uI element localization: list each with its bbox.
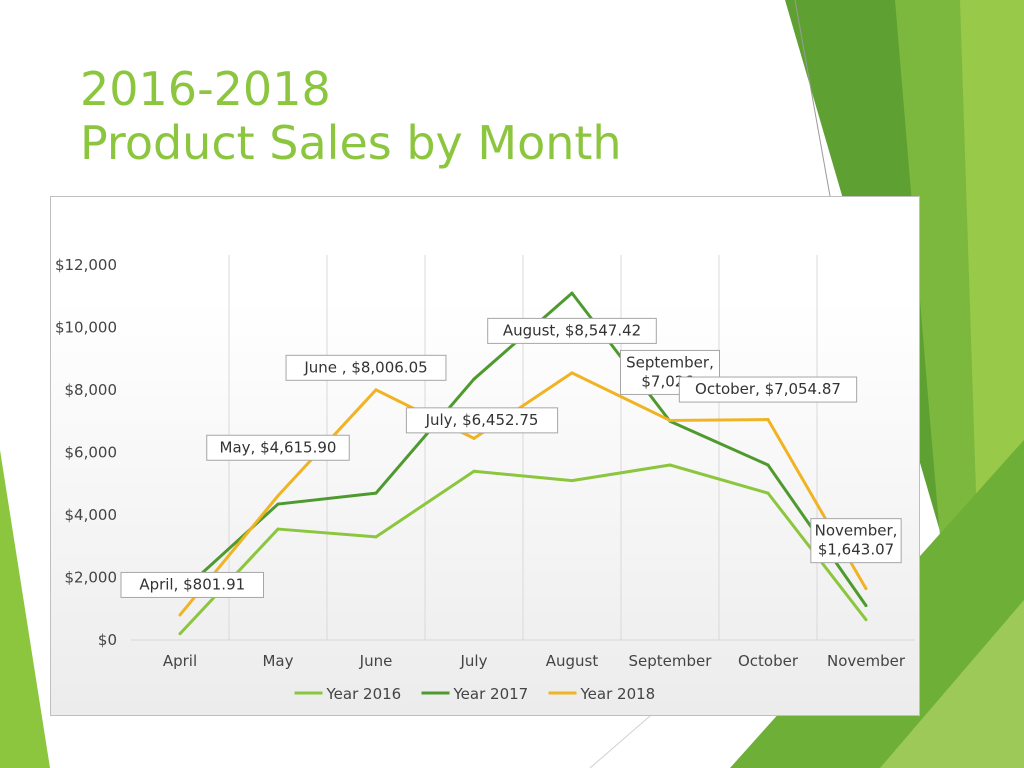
slide-title-line2: Product Sales by Month	[80, 116, 622, 170]
data-label-text: $1,643.07	[818, 541, 894, 559]
data-point	[472, 469, 476, 473]
data-label-text: November,	[815, 522, 898, 540]
x-tick-label: July	[460, 652, 488, 670]
legend: Year 2016 Year 2017 Year 2018	[294, 685, 656, 703]
data-point	[374, 388, 378, 392]
series-line-year-2016	[178, 463, 868, 635]
data-point	[276, 502, 280, 506]
x-tick-label: November	[827, 652, 906, 670]
data-point	[472, 436, 476, 440]
data-label-text: April, $801.91	[139, 575, 245, 593]
data-point	[766, 491, 770, 495]
decor-shape-bottom-light	[880, 600, 1024, 768]
y-tick-label: $8,000	[65, 381, 118, 399]
data-point	[668, 463, 672, 467]
data-point	[178, 632, 182, 636]
data-point	[864, 604, 868, 608]
data-label-box	[678, 376, 858, 403]
data-label-text: July, $6,452.75	[425, 411, 539, 429]
data-point	[178, 613, 182, 617]
x-tick-label: May	[262, 652, 293, 670]
data-point	[276, 527, 280, 531]
series-line-year-2018	[178, 371, 868, 616]
data-point	[570, 371, 574, 375]
data-label-box	[285, 354, 447, 381]
data-point	[570, 479, 574, 483]
data-point	[374, 535, 378, 539]
data-label-text: May, $4,615.90	[220, 438, 337, 456]
decor-line-bottom	[589, 715, 651, 768]
data-label-text: October, $7,054.87	[695, 380, 841, 398]
data-label-box	[487, 317, 657, 344]
data-point	[766, 463, 770, 467]
decor-shape-left	[0, 450, 50, 768]
data-label-text: June , $8,006.05	[303, 358, 427, 376]
data-label-box	[405, 407, 559, 434]
data-labels: April, $801.91 May, $4,615.90 June , $8,00…	[120, 317, 902, 598]
data-point	[276, 494, 280, 498]
data-label-text: September,	[626, 353, 714, 371]
y-tick-label: $0	[98, 631, 117, 649]
data-point	[766, 418, 770, 422]
slide-title-line1: 2016-2018	[80, 62, 331, 116]
data-point	[668, 418, 672, 422]
data-label-text: August, $8,547.42	[503, 321, 641, 339]
y-tick-label: $12,000	[55, 256, 117, 274]
x-tick-label: September	[629, 652, 713, 670]
data-label-box	[810, 518, 902, 564]
y-axis: $0 $2,000 $4,000 $6,000 $8,000 $10,000 $12,000	[55, 256, 117, 649]
data-point	[570, 291, 574, 295]
legend-label: Year 2017	[453, 685, 529, 703]
legend-label: Year 2016	[326, 685, 402, 703]
data-label-box	[120, 571, 264, 598]
data-point	[472, 377, 476, 381]
slide-title: 2016-2018 Product Sales by Month	[80, 62, 622, 170]
data-point	[864, 618, 868, 622]
x-tick-label: August	[546, 652, 599, 670]
y-tick-label: $4,000	[65, 506, 118, 524]
data-point	[864, 587, 868, 591]
data-label-box	[206, 434, 350, 461]
x-tick-label: April	[163, 652, 197, 670]
line-chart: $0 $2,000 $4,000 $6,000 $8,000 $10,000 $12,000…	[50, 196, 920, 716]
data-point	[374, 491, 378, 495]
chart-canvas: $0 $2,000 $4,000 $6,000 $8,000 $10,000 $12,000…	[55, 255, 915, 703]
y-tick-label: $2,000	[65, 569, 118, 587]
x-axis: April May June July August September October No…	[163, 652, 906, 670]
x-tick-label: June	[359, 652, 393, 670]
decor-line	[794, 0, 831, 197]
x-tick-label: October	[738, 652, 799, 670]
legend-label: Year 2018	[580, 685, 656, 703]
y-tick-label: $6,000	[65, 444, 118, 462]
y-tick-label: $10,000	[55, 319, 117, 337]
